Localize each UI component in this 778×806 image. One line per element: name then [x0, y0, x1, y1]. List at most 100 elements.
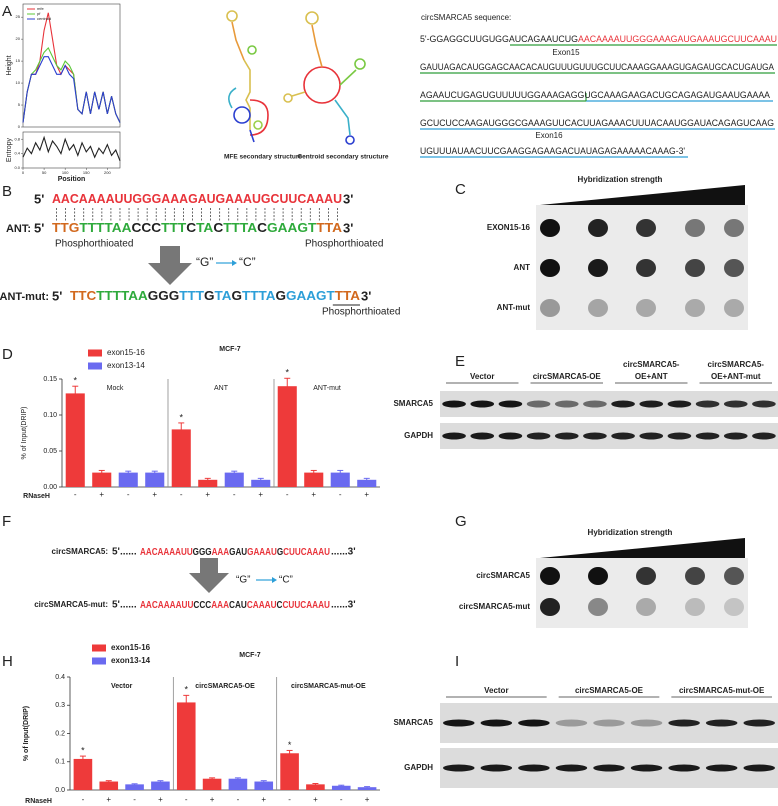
bar [125, 784, 144, 790]
legend-label: exon15-16 [111, 643, 151, 652]
series-line [22, 135, 121, 162]
sequence-label: circSMARCA5-mut: [34, 600, 108, 609]
plot-frame [22, 3, 121, 128]
band [470, 400, 495, 408]
y-tick-label: 20 [16, 36, 21, 41]
mutation-arrow [189, 558, 229, 593]
mutation-from: “G” [196, 255, 213, 269]
band [695, 400, 720, 408]
band [442, 400, 466, 408]
dot [685, 259, 705, 277]
chart-title: MCF-7 [239, 652, 260, 659]
sequence-title: circSMARCA5 sequence: [421, 13, 511, 22]
group-label: circSMARCA5-mut-OE [291, 683, 366, 690]
band [555, 719, 588, 727]
sequence-segment: GAUUAGACAUGGAGCAACACAUGUUUGUUUGCUUCAAAGG… [420, 62, 774, 72]
bar [330, 472, 350, 487]
ant-sequence: TTGTTTTAA CCCTTTCTACTTTA CGAAGT TTA [52, 220, 343, 235]
rnase-sign: - [340, 795, 343, 804]
exon-label: Exon15 [552, 48, 580, 57]
y-tick-label: 0.10 [43, 412, 57, 419]
y-axis-label: Entropy [6, 137, 13, 162]
band [593, 719, 625, 727]
group-label: ANT [214, 385, 229, 392]
band [705, 764, 738, 772]
panel-label: F [2, 513, 11, 530]
sequence-end: 5' [34, 220, 44, 235]
bar [99, 781, 119, 790]
mutation-to: “C” [239, 255, 256, 269]
sequence-segment: C [213, 220, 224, 235]
rnase-sign: + [99, 490, 104, 499]
wild-type-sequence: AACAAAAUUGGGAAAGAUGAAAUGCUUCAAAU [140, 547, 330, 558]
band [518, 719, 550, 727]
mutation-from: “G” [236, 575, 250, 586]
sequence-segment: G [275, 288, 286, 303]
bar [65, 393, 85, 487]
band [480, 719, 513, 727]
target-sequence: AACAAAAUUGGGAAAGAUGAAAUGCUUCAAAU [52, 191, 342, 206]
sequence-segment: AAA [211, 600, 229, 611]
sequence-segment: GCUCUCCAAGAUGGGCGAAAGUUCACUUAGAAACUUUACA… [420, 118, 774, 128]
band [611, 432, 635, 440]
sequence-segment: CCC [132, 220, 162, 235]
sequence-segment: TTA [316, 220, 342, 235]
dot [724, 219, 744, 237]
sequence-end: 5'...... [112, 600, 137, 611]
dot [588, 259, 608, 277]
y-tick-label: 0.0 [55, 787, 65, 794]
sequence-segment: G [231, 288, 242, 303]
y-tick-label: 0.4 [14, 151, 20, 156]
rnase-sign: - [74, 490, 77, 499]
dot [540, 299, 560, 317]
y-tick-label: 15 [16, 58, 21, 63]
bar [202, 778, 222, 790]
band [554, 400, 579, 408]
row-label: circSMARCA5 [476, 571, 530, 580]
band [443, 764, 475, 772]
sequence-segment: CAAAU [247, 600, 277, 611]
sequence-segment: AACAAAAUUGGGAAAGAUGAAAUGCUUCAAAU [52, 191, 342, 206]
sequence-line: AGAAUCUGAGUGUUUUUGGAAAGAGGUGCAAAGAAGACUG… [420, 90, 770, 100]
significance-mark: * [179, 412, 183, 422]
rnase-sign: - [127, 490, 130, 499]
bar [118, 472, 138, 487]
mutation-arrow [148, 246, 192, 285]
group-label: OE+ANT-mut [711, 372, 761, 381]
bar [198, 479, 218, 487]
rnase-sign: - [185, 795, 188, 804]
dot [724, 598, 744, 616]
band [743, 719, 775, 727]
band [555, 764, 588, 772]
rnase-sign: + [158, 795, 163, 804]
group-label: circSMARCA5- [623, 360, 680, 369]
significance-mark: * [285, 368, 289, 378]
sequence-segment: C [257, 220, 268, 235]
y-tick-label: 5 [18, 102, 21, 107]
rnase-sign: + [258, 490, 263, 499]
sequence-segment: UGUUUAUAACUUCGAAGGAGAAGACUAUAGAGAAAAACAA… [420, 146, 685, 156]
panel-label: C [455, 181, 466, 198]
bar [331, 785, 351, 790]
group-label: OE+ANT [635, 372, 668, 381]
y-tick-label: 0.00 [43, 484, 57, 491]
sequence-label: ANT: [6, 223, 31, 235]
sequence-segment: CCC [193, 600, 211, 611]
band [667, 400, 692, 408]
significance-mark: * [184, 685, 188, 695]
row-label: GAPDH [404, 763, 433, 772]
sequence-segment: TTA [335, 288, 361, 303]
dot [588, 219, 608, 237]
row-label: SMARCA5 [393, 718, 433, 727]
dot [540, 259, 560, 277]
rnase-sign: - [237, 795, 240, 804]
significance-mark: * [288, 740, 292, 750]
rnase-sign: + [205, 490, 210, 499]
dot [540, 598, 560, 616]
bar [171, 429, 191, 487]
band [498, 400, 523, 408]
panel-label: E [455, 353, 465, 370]
sequence-line: 5'-GGAGGCUUGUGGAUCAGAAUCUGAACAAAAUUGGGAA… [420, 34, 777, 44]
band [480, 764, 513, 772]
sequence-segment: TTC [70, 288, 97, 303]
